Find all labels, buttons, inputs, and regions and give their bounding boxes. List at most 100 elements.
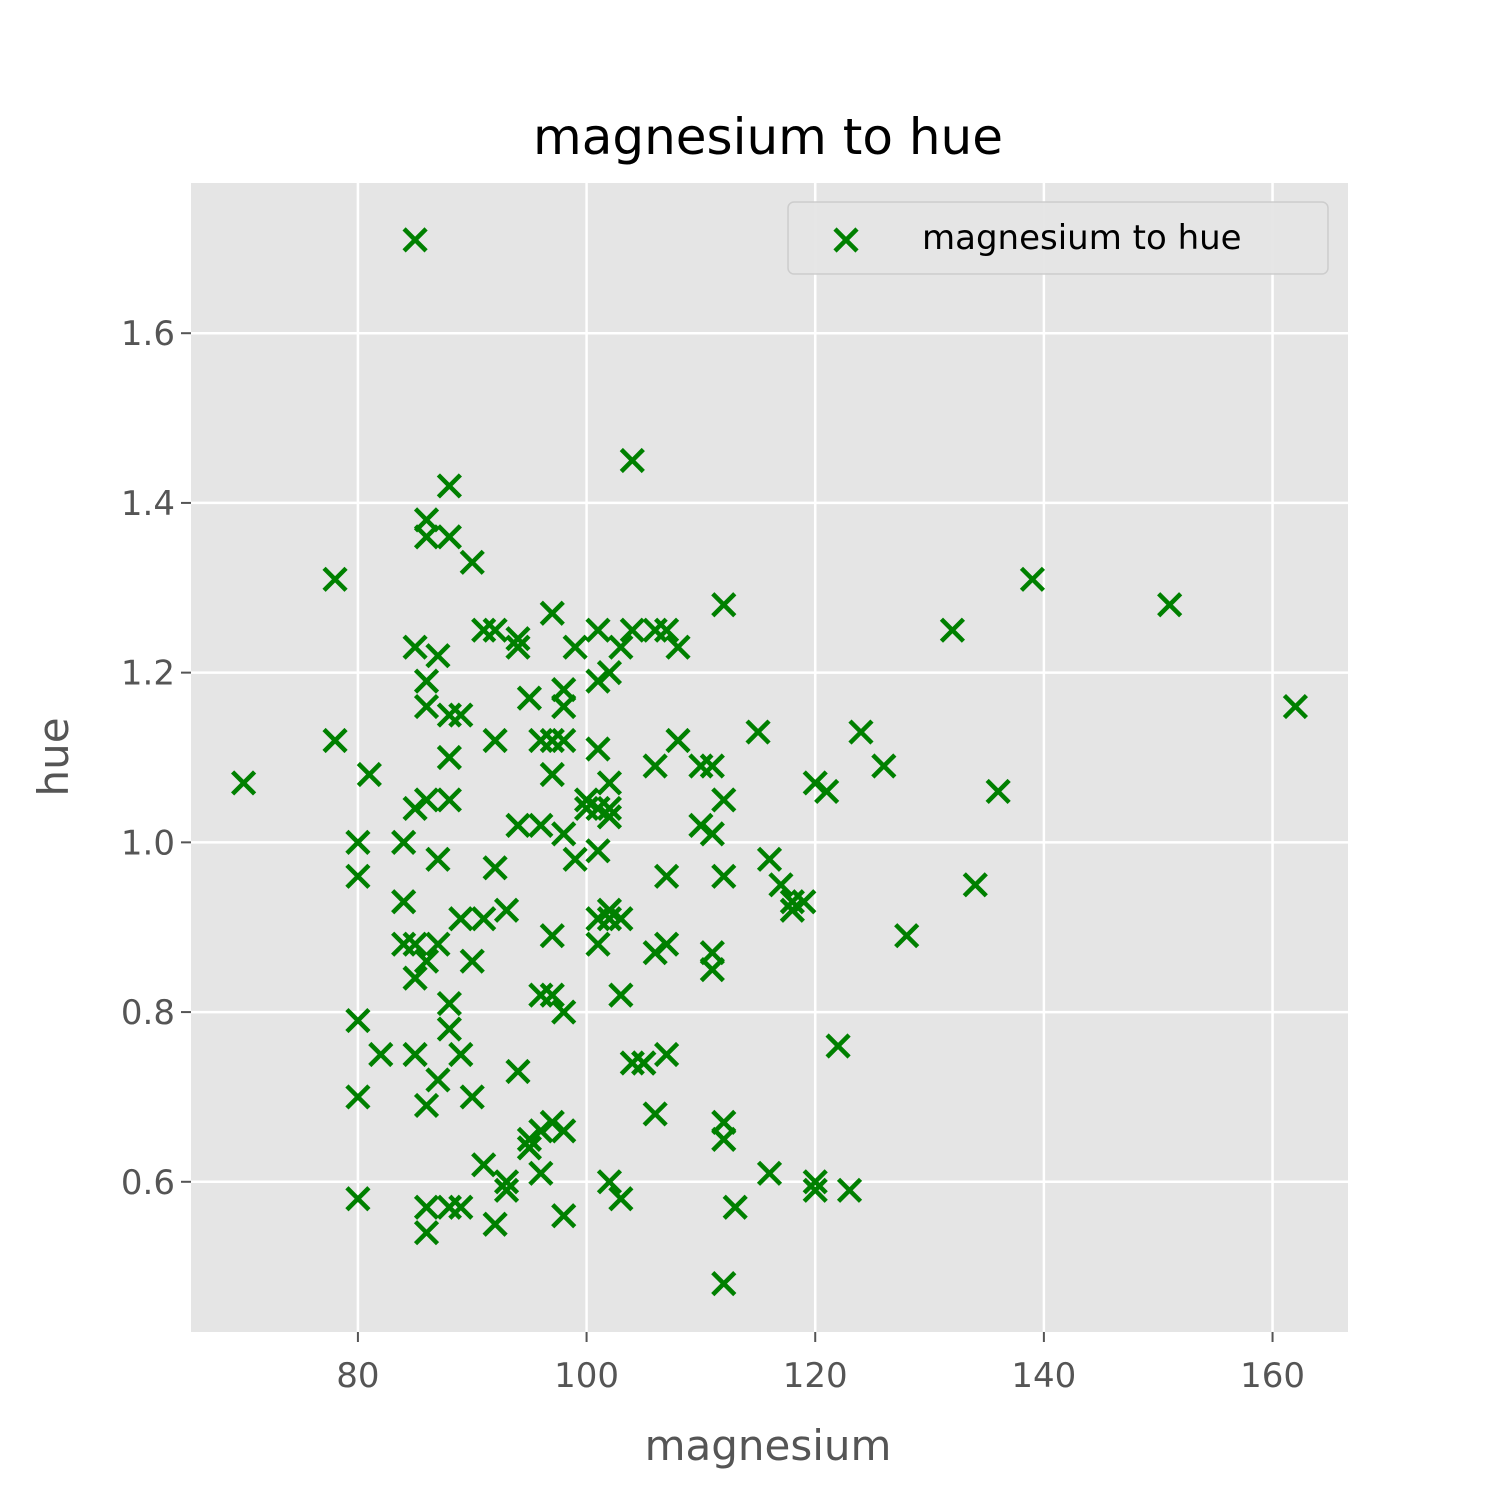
x-tick-label: 140 bbox=[1011, 1356, 1076, 1396]
y-axis-label: hue bbox=[29, 717, 78, 796]
legend-box bbox=[787, 201, 1329, 275]
data-point bbox=[642, 753, 668, 779]
data-point bbox=[1157, 592, 1183, 618]
data-point bbox=[528, 727, 554, 754]
data-point bbox=[608, 1186, 634, 1212]
data-point bbox=[471, 906, 497, 932]
data-point bbox=[654, 863, 680, 889]
data-point bbox=[551, 727, 577, 754]
data-point bbox=[551, 999, 577, 1025]
data-point bbox=[482, 1211, 508, 1237]
data-point bbox=[425, 931, 451, 957]
data-point bbox=[413, 524, 440, 550]
data-point bbox=[585, 617, 611, 643]
data-point bbox=[436, 524, 462, 550]
data-point bbox=[448, 906, 474, 932]
data-point bbox=[448, 1194, 474, 1220]
data-point bbox=[1282, 693, 1309, 720]
data-point bbox=[436, 1194, 462, 1220]
data-point bbox=[654, 617, 680, 643]
data-point bbox=[413, 787, 440, 813]
x-axis-label: magnesium bbox=[645, 1421, 892, 1470]
data-point bbox=[631, 1050, 657, 1076]
data-point bbox=[779, 897, 805, 923]
data-point bbox=[539, 761, 565, 788]
x-tick-label: 160 bbox=[1240, 1356, 1305, 1396]
data-point bbox=[985, 778, 1011, 805]
data-point bbox=[619, 447, 645, 474]
data-point bbox=[345, 829, 371, 855]
data-point bbox=[448, 702, 474, 728]
data-point bbox=[825, 1033, 851, 1059]
data-point bbox=[608, 982, 634, 1008]
data-point bbox=[493, 897, 520, 923]
data-point bbox=[413, 948, 440, 974]
legend-marker-glyph bbox=[833, 227, 859, 253]
y-tick-label: 0.8 bbox=[121, 993, 175, 1033]
data-point bbox=[345, 1186, 371, 1212]
legend-label: magnesium to hue bbox=[922, 218, 1242, 258]
data-point bbox=[585, 736, 611, 762]
data-point bbox=[368, 1041, 394, 1068]
data-point bbox=[722, 1194, 748, 1220]
data-point bbox=[413, 1194, 440, 1220]
data-point bbox=[425, 643, 451, 669]
data-point bbox=[402, 227, 428, 253]
data-point bbox=[699, 940, 725, 966]
data-point bbox=[516, 1135, 543, 1161]
data-point bbox=[596, 795, 623, 822]
data-point bbox=[505, 634, 531, 660]
data-point bbox=[482, 617, 508, 643]
data-point bbox=[413, 1220, 440, 1246]
legend: magnesium to hue bbox=[787, 201, 1329, 275]
data-point bbox=[322, 727, 348, 754]
data-point bbox=[539, 727, 565, 754]
y-tick-label: 1.6 bbox=[121, 314, 175, 354]
data-point bbox=[425, 846, 451, 872]
data-point bbox=[459, 549, 485, 575]
data-point bbox=[779, 889, 805, 915]
data-point bbox=[528, 982, 554, 1008]
data-point bbox=[585, 838, 611, 864]
data-point bbox=[528, 1160, 554, 1186]
y-tick-label: 1.0 bbox=[121, 823, 175, 863]
data-point bbox=[436, 787, 462, 813]
data-point bbox=[688, 812, 714, 838]
data-point bbox=[573, 795, 600, 822]
data-point bbox=[471, 617, 497, 643]
data-point bbox=[596, 1169, 623, 1195]
data-point bbox=[562, 634, 588, 660]
data-point bbox=[413, 1092, 440, 1119]
data-point bbox=[551, 821, 577, 847]
data-point bbox=[391, 931, 417, 957]
data-point bbox=[756, 846, 783, 872]
data-point bbox=[802, 1169, 828, 1195]
legend-marker-icon bbox=[833, 227, 859, 253]
data-point bbox=[322, 566, 348, 592]
y-tick-label: 1.4 bbox=[121, 484, 175, 524]
chart-title: magnesium to hue bbox=[533, 108, 1003, 166]
data-point bbox=[768, 872, 794, 898]
data-point bbox=[848, 719, 874, 745]
data-point bbox=[402, 931, 428, 957]
data-point bbox=[642, 617, 668, 643]
data-point bbox=[711, 863, 737, 889]
data-point bbox=[436, 991, 462, 1017]
data-point bbox=[493, 1169, 520, 1195]
data-point bbox=[505, 626, 531, 652]
data-point bbox=[459, 948, 485, 974]
data-point bbox=[699, 753, 725, 779]
data-point bbox=[1019, 566, 1046, 592]
data-point bbox=[551, 1203, 577, 1229]
data-point bbox=[402, 965, 428, 991]
x-tick-label: 100 bbox=[554, 1356, 619, 1396]
data-point bbox=[596, 906, 623, 932]
data-point bbox=[836, 1177, 863, 1203]
data-point bbox=[413, 668, 440, 694]
data-point bbox=[539, 923, 565, 949]
data-point bbox=[939, 617, 966, 643]
y-tick-label: 0.6 bbox=[121, 1163, 175, 1203]
data-point bbox=[871, 753, 897, 779]
y-tick-label: 1.2 bbox=[121, 654, 175, 694]
